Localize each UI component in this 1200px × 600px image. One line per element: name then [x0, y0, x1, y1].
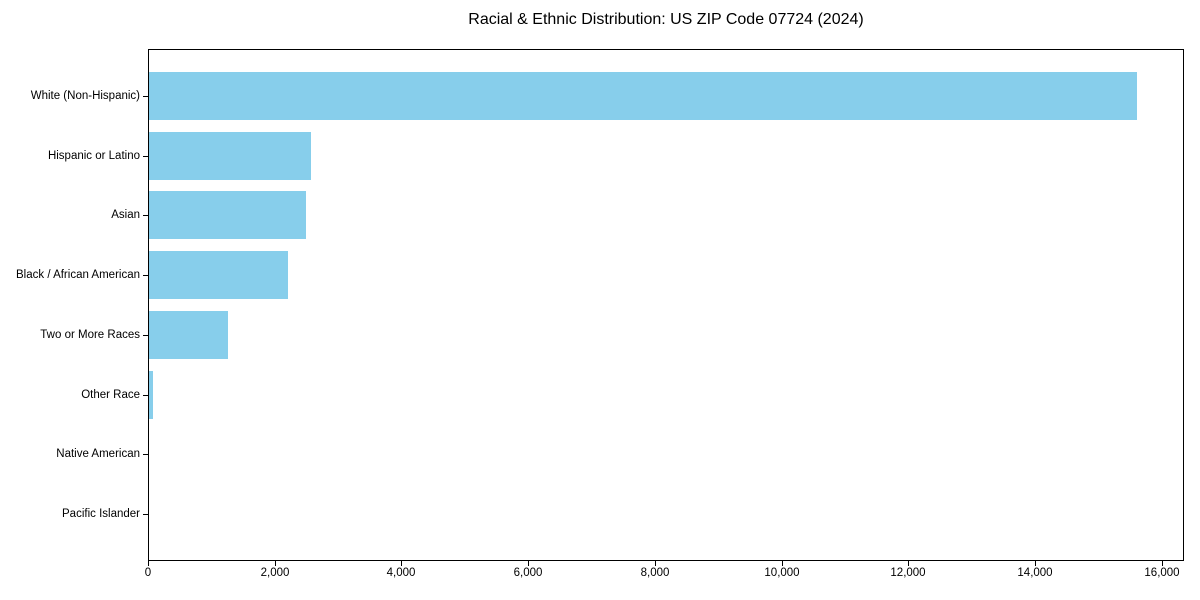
y-tick-mark	[143, 156, 148, 157]
x-tick-mark	[148, 561, 149, 566]
plot-area	[148, 49, 1184, 561]
y-tick-label: Pacific Islander	[62, 508, 140, 520]
y-tick-label: Hispanic or Latino	[47, 150, 140, 162]
x-tick-label: 0	[144, 567, 152, 579]
y-tick-mark	[143, 335, 148, 336]
x-tick-mark	[528, 561, 529, 566]
y-tick-label: Native American	[56, 448, 140, 460]
y-tick-label: White (Non-Hispanic)	[30, 90, 140, 102]
y-tick-mark	[143, 96, 148, 97]
x-tick-label: 10,000	[764, 567, 800, 579]
y-tick-mark	[143, 395, 148, 396]
y-tick-mark	[143, 215, 148, 216]
x-tick-label: 8,000	[640, 567, 670, 579]
x-tick-label: 2,000	[260, 567, 290, 579]
bar	[149, 251, 288, 299]
x-tick-mark	[655, 561, 656, 566]
bar	[149, 132, 311, 180]
x-tick-mark	[401, 561, 402, 566]
chart-title: Racial & Ethnic Distribution: US ZIP Cod…	[468, 11, 864, 28]
bar	[149, 311, 228, 359]
x-tick-mark	[1162, 561, 1163, 566]
bar	[149, 191, 306, 239]
x-tick-mark	[782, 561, 783, 566]
x-tick-mark	[275, 561, 276, 566]
y-tick-label: Black / African American	[16, 269, 140, 281]
y-tick-label: Two or More Races	[40, 329, 140, 341]
y-tick-mark	[143, 514, 148, 515]
x-tick-label: 16,000	[1144, 567, 1180, 579]
y-tick-mark	[143, 454, 148, 455]
bar	[149, 72, 1137, 120]
x-tick-label: 12,000	[890, 567, 926, 579]
x-tick-label: 6,000	[513, 567, 543, 579]
x-tick-mark	[1035, 561, 1036, 566]
bar	[149, 371, 153, 419]
y-tick-label: Asian	[111, 209, 140, 221]
y-tick-label: Other Race	[81, 389, 140, 401]
y-tick-mark	[143, 275, 148, 276]
x-tick-label: 14,000	[1017, 567, 1053, 579]
x-tick-mark	[908, 561, 909, 566]
x-tick-label: 4,000	[386, 567, 416, 579]
